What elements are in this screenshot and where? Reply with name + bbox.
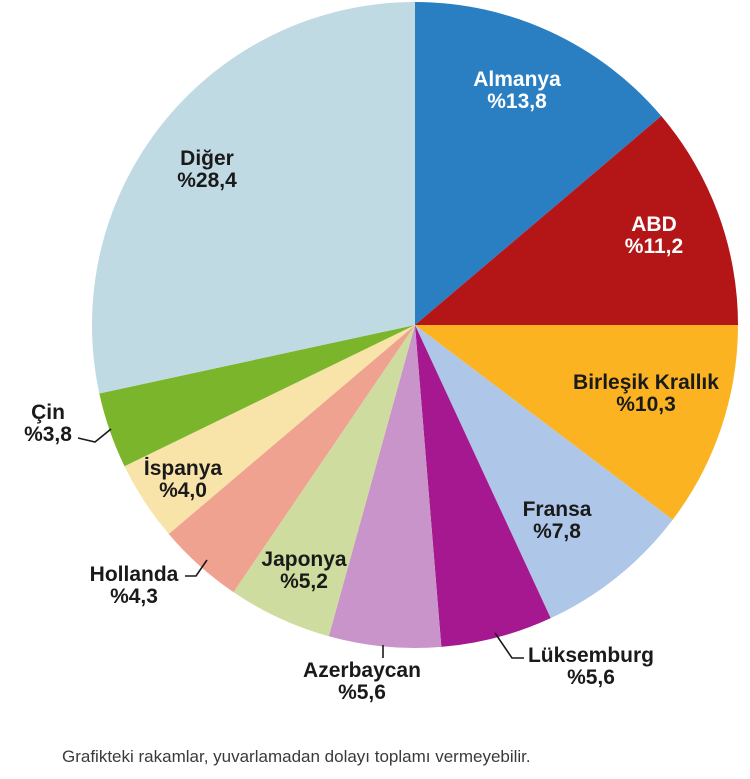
pie-chart: Almanya %13,8 ABD %11,2 Birleşik Krallık %10,…	[24, 2, 738, 704]
leader-line-luksemburg	[494, 632, 524, 659]
slice-label-diger: Diğer %28,4	[177, 147, 237, 192]
slice-label-abd: ABD %11,2	[625, 213, 683, 258]
slice-label-fransa: Fransa %7,8	[523, 498, 592, 543]
pie-slice-abd	[415, 116, 738, 325]
pie-slice-hollanda	[168, 325, 415, 593]
pie-slice-ispanya	[124, 325, 416, 534]
pie-slice-azerbaycan	[328, 325, 442, 648]
pie-slice-diger	[91, 2, 415, 394]
pie-slice-fransa	[415, 325, 673, 619]
slice-label-azerbaycan: Azerbaycan %5,6	[303, 659, 421, 704]
pie-slice-japonya	[233, 325, 415, 637]
slice-label-hollanda: Hollanda %4,3	[90, 563, 179, 608]
slice-label-japonya: Japonya %5,2	[261, 548, 347, 593]
pie-slice-cin	[99, 325, 415, 467]
pie-slice-almanya	[415, 2, 662, 325]
footnote: Grafikteki rakamlar, yuvarlamadan dolayı…	[62, 747, 531, 766]
leader-line-cin	[77, 428, 112, 443]
slice-label-cin: Çin %3,8	[24, 401, 72, 446]
slice-label-almanya: Almanya %13,8	[473, 68, 561, 113]
leader-line-hollanda	[185, 559, 208, 577]
slice-label-birlesik-krallik: Birleşik Krallık %10,3	[573, 371, 719, 416]
slice-label-luksemburg: Lüksemburg %5,6	[528, 644, 654, 689]
pie-slice-luksemburg	[415, 325, 551, 647]
slice-label-ispanya: İspanya %4,0	[144, 457, 223, 502]
pie-slice-birlesik-krallik	[415, 325, 738, 520]
